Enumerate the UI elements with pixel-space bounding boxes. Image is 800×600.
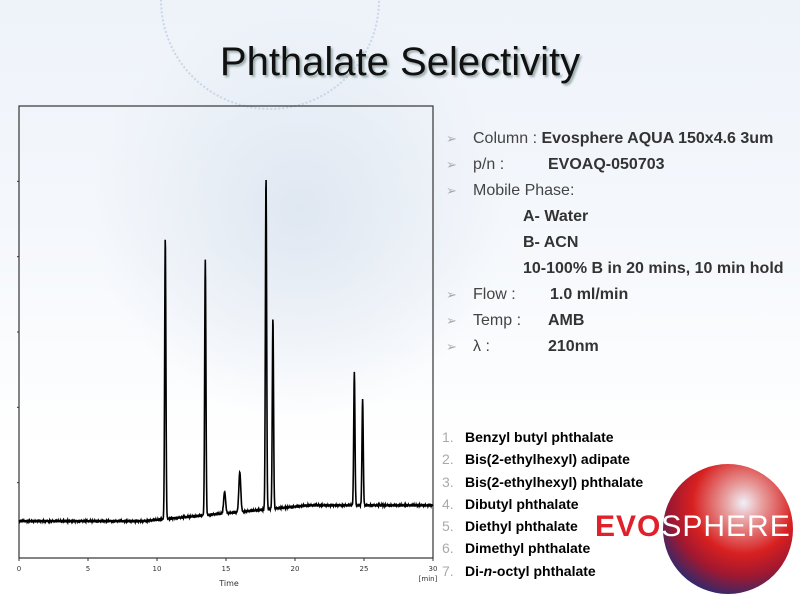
column-label: Column :: [473, 130, 538, 147]
item-number: 4.: [442, 495, 454, 512]
bullet-icon: ➢: [446, 339, 457, 354]
item-number: 5.: [442, 518, 454, 535]
evosphere-logo-text: EVOSPHERE: [595, 510, 791, 544]
name-italic: n: [483, 562, 493, 579]
plot-frame: [18, 105, 434, 559]
x-tick-label: 30: [429, 565, 438, 573]
logo-text-sphere: SPHERE: [661, 510, 791, 543]
chromatogram: 0 5 10 15 20 25 30 Time [min]: [17, 105, 438, 588]
item-number: 1.: [442, 429, 454, 445]
evosphere-logo-sphere: [663, 464, 793, 594]
flow-value: 1.0 ml/min: [550, 286, 629, 303]
bullet-icon: ➢: [446, 183, 457, 198]
name-part: -octyl phthalate: [492, 562, 596, 579]
wavelength-label: λ :: [473, 338, 490, 355]
x-tick-label: 5: [86, 565, 90, 573]
wavelength-value: 210nm: [548, 338, 599, 355]
bullet-icon: ➢: [446, 131, 457, 146]
compound-name: Di-n-octyl phthalate: [465, 560, 596, 582]
mobile-phase-b: B- ACN: [523, 234, 579, 251]
compound-name: Dibutyl phthalate: [465, 495, 579, 512]
x-axis-label: Time: [218, 579, 239, 588]
pn-value: EVOAQ-050703: [548, 156, 665, 173]
compound-name: Benzyl butyl phthalate: [465, 429, 614, 445]
list-item: 1. Benzyl butyl phthalate: [442, 426, 643, 448]
column-value: Evosphere AQUA 150x4.6 3um: [541, 130, 774, 147]
list-item: 2. Bis(2-ethylhexyl) adipate: [442, 448, 643, 470]
item-number: 2.: [442, 451, 454, 468]
flow-label: Flow :: [473, 286, 516, 303]
x-tick-label: 20: [291, 565, 300, 573]
name-part: Di-: [465, 562, 484, 579]
logo-text-evo: EVO: [595, 510, 662, 543]
mobile-phase-label: Mobile Phase:: [473, 182, 575, 199]
item-number: 6.: [442, 540, 454, 557]
bullet-icon: ➢: [446, 287, 457, 302]
gradient-program: 10-100% B in 20 mins, 10 min hold: [523, 260, 784, 277]
compound-name: Dimethyl phthalate: [465, 540, 591, 557]
x-tick-label: 25: [360, 565, 369, 573]
slide-title: Phthalate Selectivity: [219, 40, 581, 84]
list-item: 3. Bis(2-ethylhexyl) phthalate: [442, 471, 643, 493]
compound-name: Bis(2-ethylhexyl) adipate: [465, 451, 630, 468]
list-item: 4. Dibutyl phthalate: [442, 493, 643, 515]
list-item: 5. Diethyl phthalate: [442, 515, 643, 537]
list-item: 7. Di-n-octyl phthalate: [442, 560, 643, 582]
temp-label: Temp :: [473, 312, 522, 329]
bullet-icon: ➢: [446, 157, 457, 172]
compound-list: 1. Benzyl butyl phthalate 2. Bis(2-ethylhe…: [442, 426, 643, 582]
bullet-icon: ➢: [446, 313, 457, 328]
x-tick-label: 10: [153, 565, 162, 573]
compound-name: Bis(2-ethylhexyl) phthalate: [465, 473, 644, 490]
pn-label: p/n :: [473, 156, 505, 173]
item-number: 3.: [442, 473, 454, 490]
list-item: 6. Dimethyl phthalate: [442, 537, 643, 559]
temp-value: AMB: [548, 312, 585, 329]
mobile-phase-a: A- Water: [523, 208, 589, 225]
item-number: 7.: [442, 562, 454, 579]
x-tick-label: 0: [17, 565, 21, 573]
compound-name: Diethyl phthalate: [465, 518, 578, 535]
method-conditions: ➢ Column : Evosphere AQUA 150x4.6 3um ➢ p/…: [446, 128, 796, 362]
x-axis-unit: [min]: [419, 575, 438, 583]
chromatogram-trace: [18, 179, 434, 526]
x-tick-label: 15: [222, 565, 231, 573]
